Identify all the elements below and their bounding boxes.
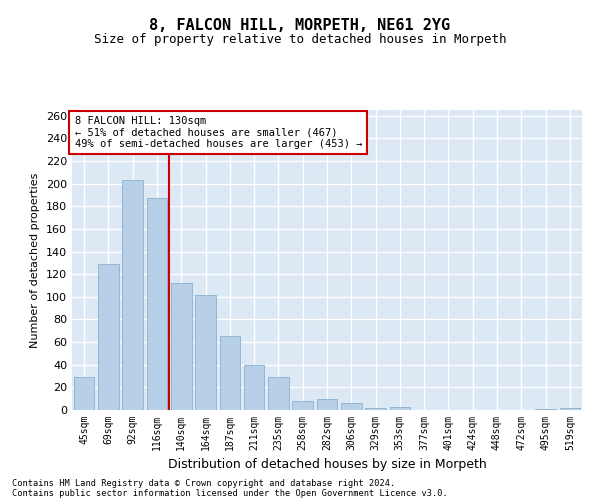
Y-axis label: Number of detached properties: Number of detached properties (31, 172, 40, 348)
Text: 8, FALCON HILL, MORPETH, NE61 2YG: 8, FALCON HILL, MORPETH, NE61 2YG (149, 18, 451, 32)
Text: Contains public sector information licensed under the Open Government Licence v3: Contains public sector information licen… (12, 488, 448, 498)
Bar (195, 294, 216, 410)
Bar (268, 377, 289, 410)
Bar (292, 401, 313, 410)
Bar (244, 364, 265, 410)
Text: Size of property relative to detached houses in Morpeth: Size of property relative to detached ho… (94, 32, 506, 46)
Bar (74, 377, 94, 410)
Bar (535, 409, 556, 410)
Bar (341, 403, 362, 410)
Text: Contains HM Land Registry data © Crown copyright and database right 2024.: Contains HM Land Registry data © Crown c… (12, 478, 395, 488)
Bar (317, 398, 337, 410)
Bar (122, 180, 143, 410)
Bar (220, 336, 240, 410)
Bar (171, 283, 191, 410)
Text: 8 FALCON HILL: 130sqm
← 51% of detached houses are smaller (467)
49% of semi-det: 8 FALCON HILL: 130sqm ← 51% of detached … (74, 116, 362, 149)
Bar (146, 198, 167, 410)
X-axis label: Distribution of detached houses by size in Morpeth: Distribution of detached houses by size … (167, 458, 487, 471)
Bar (98, 264, 119, 410)
Bar (560, 408, 580, 410)
Bar (389, 406, 410, 410)
Bar (365, 408, 386, 410)
